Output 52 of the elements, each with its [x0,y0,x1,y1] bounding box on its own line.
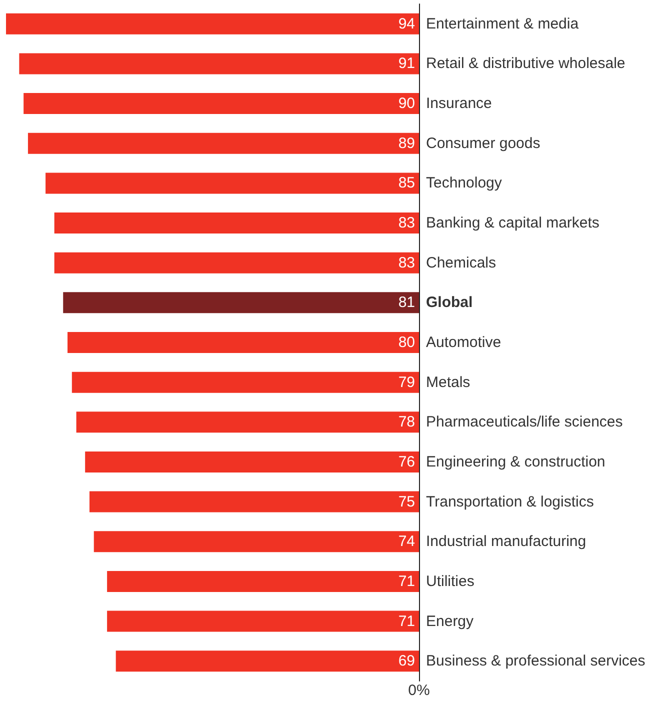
y-tick-label: Technology [426,174,502,192]
bar [54,212,419,234]
bar [54,252,419,274]
y-tick-label: Consumer goods [426,134,540,152]
bar [107,610,419,632]
y-tick-label: Automotive [426,334,502,351]
y-tick-label: Business & professional services [426,652,646,670]
data-label: 83 [398,254,415,272]
y-tick-label: Industrial manufacturing [426,533,586,550]
bar [76,412,419,433]
y-tick-label: Utilities [426,572,474,590]
data-label: 85 [398,174,415,192]
bar [46,172,419,194]
y-tick-label: Chemicals [426,254,496,272]
y-tick-label: Metals [426,374,470,391]
data-label: 94 [398,15,415,32]
y-tick-label: Transportation & logistics [426,493,594,510]
data-label: 76 [398,453,415,470]
bar [116,650,419,672]
data-label: 83 [398,214,415,232]
data-label: 81 [398,294,415,312]
y-tick-label: Entertainment & media [426,15,580,32]
bar [89,491,419,512]
data-label: 78 [398,414,415,431]
data-label: 91 [398,55,415,72]
data-label: 75 [398,493,415,510]
bar [94,531,419,552]
data-label: 69 [398,652,415,670]
data-label: 80 [398,334,415,351]
data-label: 79 [398,374,415,391]
bar [24,93,419,114]
y-tick-label: Retail & distributive wholesale [426,55,626,72]
bar [19,53,419,74]
data-label: 74 [398,533,415,550]
bar [6,13,419,34]
bar [68,332,419,353]
y-tick-label: Pharmaceuticals/life sciences [426,414,623,431]
text: 0% [408,682,430,699]
data-label: 71 [398,572,415,590]
bar [63,292,419,314]
y-tick-label: Energy [426,612,474,630]
bar [72,372,419,393]
bar [107,570,419,592]
bar [85,451,419,472]
y-tick-label: Engineering & construction [426,453,606,470]
bar [28,132,419,154]
y-tick-label: Insurance [426,95,492,112]
y-tick-label: Banking & capital markets [426,214,600,232]
data-label: 90 [398,95,415,112]
data-label: 89 [398,134,415,152]
data-label: 71 [398,612,415,630]
y-tick-label: Global [426,294,473,312]
